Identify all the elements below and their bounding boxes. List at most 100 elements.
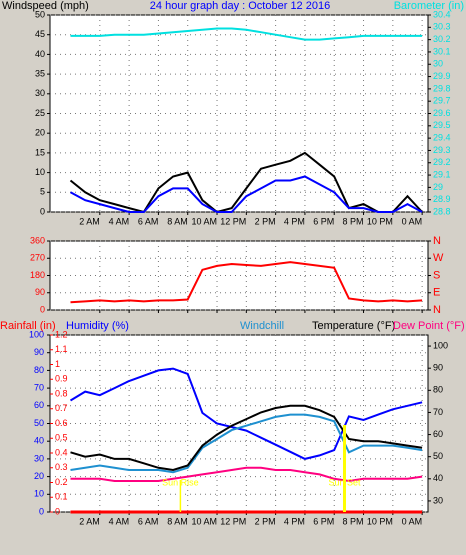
y-tick-label: 10 [34,489,44,499]
y3-tick-label: 0.6 [55,418,68,428]
y2-tick-label: 30.1 [433,46,451,56]
y2-tick-label: 29.9 [433,71,451,81]
x-tick-label: 4 PM [284,516,305,526]
x-tick-label: 6 PM [313,516,334,526]
legend-label: Temperature (°F) [312,320,395,332]
y3-tick-label: 1.2 [55,329,68,339]
series-line [70,261,423,304]
y2-tick-label: W [433,252,444,264]
y2-tick-label: 29.7 [433,96,451,106]
y2-tick-label: 50 [433,451,443,461]
y2-tick-label: 28.8 [433,206,451,216]
y-tick-label: 5 [40,187,45,197]
y-tick-label: 60 [34,400,44,410]
chart-title: 24 hour graph day : October 12 2016 [150,0,330,12]
y-tick-label: 70 [34,382,44,392]
y-axis-title: Windspeed (mph) [2,0,89,12]
y2-tick-label: 28.9 [433,194,451,204]
y2-tick-label: N [433,235,441,247]
x-tick-label: 2 PM [255,216,276,226]
y-tick-label: 100 [29,329,44,339]
y2-tick-label: 29.3 [433,145,451,155]
y-tick-label: 15 [35,147,45,157]
y3-tick-label: 0.3 [55,462,68,472]
x-tick-label: 6 AM [138,216,159,226]
y2-tick-label: 29 [433,182,443,192]
series-line [69,151,423,214]
y2-tick-label: 30 [433,59,443,69]
y-tick-label: 30 [35,88,45,98]
x-tick-label: 6 AM [138,516,159,526]
y3-tick-label: 0 [55,506,60,516]
series-line [70,413,423,474]
y3-tick-label: 0.2 [55,477,68,487]
y2-tick-label: 90 [433,363,443,373]
y2-tick-label: 30.4 [433,9,451,19]
x-tick-label: 6 PM [313,216,334,226]
x-tick-label: 8 PM [343,516,364,526]
y2-tick-label: 100 [433,340,448,350]
x-tick-label: 0 AM [402,516,423,526]
y2-tick-label: 29.6 [433,108,451,118]
y-tick-label: 180 [30,270,45,280]
x-tick-label: 12 PM [220,216,246,226]
y2-tick-label: 29.4 [433,133,451,143]
legend-label: Windchill [240,320,284,332]
y-tick-label: 30 [34,453,44,463]
legend-label: Rainfall (in) [0,320,56,332]
x-tick-label: 4 AM [109,216,130,226]
y-tick-label: 0 [39,506,44,516]
series-line [70,404,423,472]
y3-tick-label: 1.1 [55,344,68,354]
x-tick-label: 2 AM [79,216,100,226]
y2-tick-label: N [433,304,441,316]
y-tick-label: 35 [35,68,45,78]
y-tick-label: 45 [35,29,45,39]
x-tick-label: 10 AM [192,216,218,226]
x-tick-label: 10 PM [367,216,393,226]
y3-tick-label: 1 [55,359,60,369]
y-tick-label: 25 [35,108,45,118]
y3-tick-label: 0.4 [55,447,68,457]
y-tick-label: 40 [34,436,44,446]
x-tick-label: 8 AM [167,216,188,226]
y-tick-label: 360 [30,235,45,245]
x-tick-label: 2 PM [255,516,276,526]
series-line [69,367,423,460]
annotation-label: Sun Set [328,477,361,487]
series-line [70,175,423,213]
x-tick-label: 8 AM [167,516,188,526]
x-tick-label: 4 PM [284,216,305,226]
y-tick-label: 90 [35,287,45,297]
y-tick-label: 50 [34,418,44,428]
y2-tick-label: E [433,287,440,299]
y-tick-label: 20 [34,471,44,481]
y2-tick-label: 60 [433,429,443,439]
y2-tick-label: 30 [433,495,443,505]
y2-tick-label: 29.8 [433,83,451,93]
x-tick-label: 4 AM [109,516,130,526]
y2-tick-label: 30.3 [433,22,451,32]
y3-tick-label: 0.1 [55,492,68,502]
y-tick-label: 40 [35,49,45,59]
y-tick-label: 90 [34,347,44,357]
y2-tick-label: 29.1 [433,169,451,179]
legend-label: Humidity (%) [66,320,129,332]
y2-tick-label: 40 [433,473,443,483]
y2-tick-label: 30.2 [433,34,451,44]
y3-tick-label: 0.7 [55,403,68,413]
y2-tick-label: 70 [433,407,443,417]
y2-tick-label: 29.5 [433,120,451,130]
x-tick-label: 12 PM [220,516,246,526]
y-tick-label: 0 [40,206,45,216]
legend-label: Dew Point (°F) [393,320,465,332]
x-tick-label: 8 PM [343,216,364,226]
series-line [70,466,423,483]
y3-tick-label: 0.9 [55,374,68,384]
y2-tick-label: 80 [433,385,443,395]
y-tick-label: 0 [40,304,45,314]
y2-axis-title: Barometer (in) [394,0,464,12]
y-tick-label: 10 [35,167,45,177]
y2-tick-label: 29.2 [433,157,451,167]
